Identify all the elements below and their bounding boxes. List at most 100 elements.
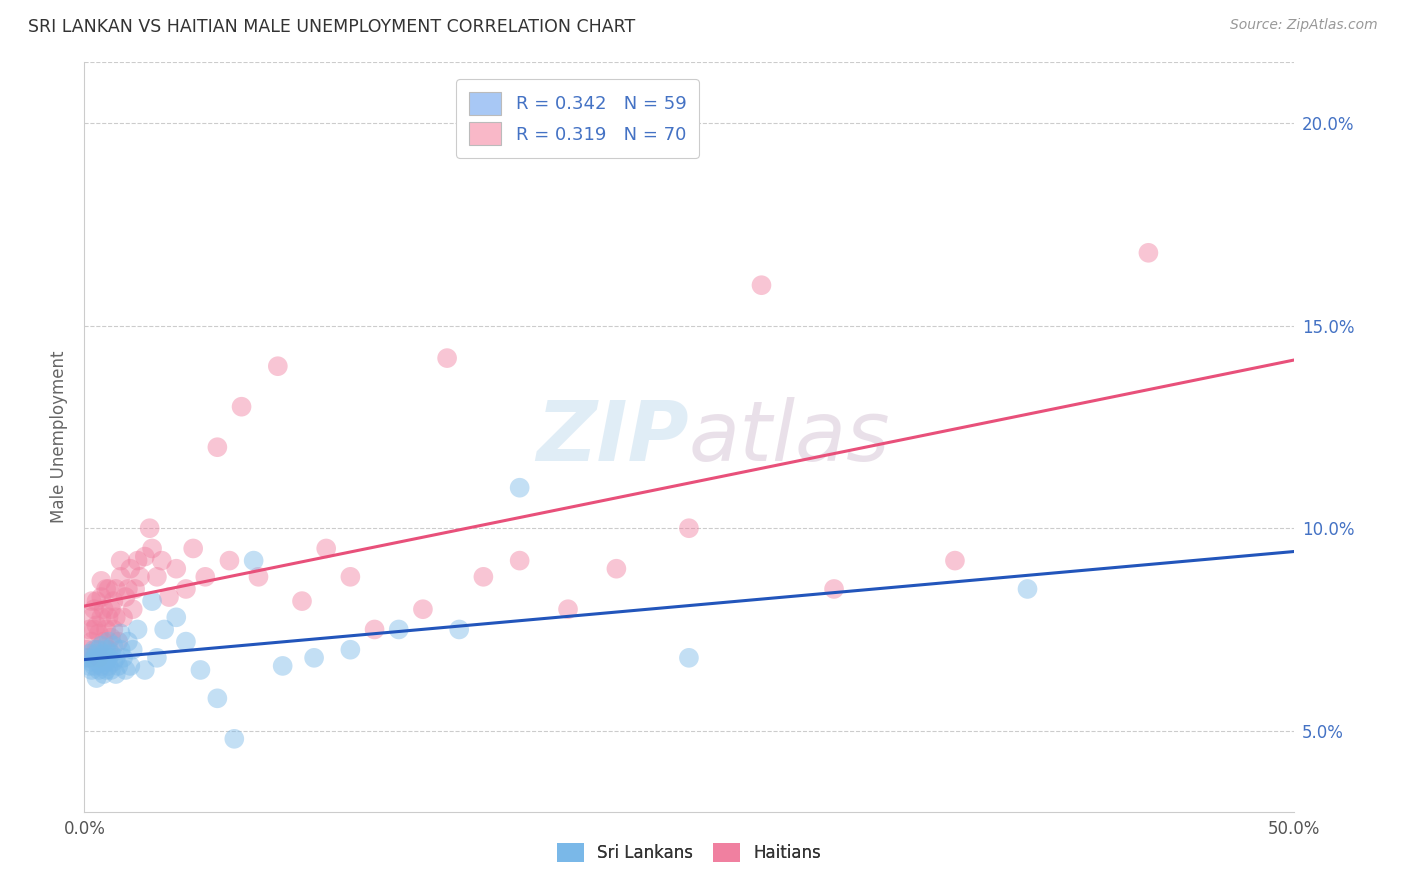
Point — [76, 650, 98, 665]
Point — [87, 650, 110, 665]
Point — [97, 650, 120, 665]
Point — [90, 574, 112, 588]
Point — [207, 691, 229, 706]
Point — [129, 570, 152, 584]
Point — [117, 634, 139, 648]
Point — [110, 553, 132, 567]
Point — [80, 634, 103, 648]
Point — [174, 582, 197, 596]
Point — [100, 631, 122, 645]
Point — [271, 659, 294, 673]
Point — [104, 650, 127, 665]
Point — [823, 582, 845, 596]
Point — [110, 642, 132, 657]
Point — [1017, 582, 1039, 596]
Point — [267, 359, 290, 374]
Point — [97, 634, 120, 648]
Point — [86, 671, 108, 685]
Point — [94, 655, 117, 669]
Point — [107, 659, 129, 673]
Point — [80, 610, 103, 624]
Point — [120, 562, 142, 576]
Point — [242, 553, 264, 567]
Text: atlas: atlas — [689, 397, 890, 477]
Point — [751, 278, 773, 293]
Point — [110, 570, 132, 584]
Point — [120, 659, 142, 673]
Point — [388, 623, 411, 637]
Point — [141, 541, 163, 556]
Point — [80, 655, 103, 669]
Point — [190, 663, 212, 677]
Point — [90, 590, 112, 604]
Point — [83, 642, 105, 657]
Point — [436, 351, 458, 365]
Point — [110, 626, 132, 640]
Point — [165, 562, 187, 576]
Point — [231, 400, 253, 414]
Point — [678, 650, 700, 665]
Point — [93, 655, 115, 669]
Point — [83, 602, 105, 616]
Point — [302, 650, 325, 665]
Point — [86, 647, 108, 661]
Point — [103, 594, 125, 608]
Point — [87, 642, 110, 657]
Point — [141, 594, 163, 608]
Point — [77, 650, 100, 665]
Text: Source: ZipAtlas.com: Source: ZipAtlas.com — [1230, 18, 1378, 32]
Point — [80, 663, 103, 677]
Point — [86, 594, 108, 608]
Point — [87, 650, 110, 665]
Point — [112, 650, 135, 665]
Point — [103, 623, 125, 637]
Point — [104, 610, 127, 624]
Point — [557, 602, 579, 616]
Point — [94, 663, 117, 677]
Point — [97, 582, 120, 596]
Point — [157, 590, 180, 604]
Point — [97, 659, 120, 673]
Point — [315, 541, 337, 556]
Point — [94, 642, 117, 657]
Point — [146, 650, 169, 665]
Point — [97, 610, 120, 624]
Point — [339, 570, 361, 584]
Point — [412, 602, 434, 616]
Point — [449, 623, 471, 637]
Point — [121, 642, 143, 657]
Point — [121, 602, 143, 616]
Point — [127, 623, 149, 637]
Point — [83, 659, 105, 673]
Point — [509, 481, 531, 495]
Point — [114, 590, 136, 604]
Text: SRI LANKAN VS HAITIAN MALE UNEMPLOYMENT CORRELATION CHART: SRI LANKAN VS HAITIAN MALE UNEMPLOYMENT … — [28, 18, 636, 36]
Point — [127, 553, 149, 567]
Point — [80, 594, 103, 608]
Point — [207, 440, 229, 454]
Point — [472, 570, 495, 584]
Point — [678, 521, 700, 535]
Point — [605, 562, 627, 576]
Point — [86, 642, 108, 657]
Point — [194, 570, 217, 584]
Point — [218, 553, 240, 567]
Point — [134, 549, 156, 564]
Point — [104, 667, 127, 681]
Point — [174, 634, 197, 648]
Point — [94, 623, 117, 637]
Point — [363, 623, 385, 637]
Point — [134, 663, 156, 677]
Point — [150, 553, 173, 567]
Point — [83, 623, 105, 637]
Point — [224, 731, 246, 746]
Point — [124, 582, 146, 596]
Point — [339, 642, 361, 657]
Point — [181, 541, 204, 556]
Point — [114, 663, 136, 677]
Point — [509, 553, 531, 567]
Point — [93, 634, 115, 648]
Point — [94, 582, 117, 596]
Point — [77, 623, 100, 637]
Point — [90, 650, 112, 665]
